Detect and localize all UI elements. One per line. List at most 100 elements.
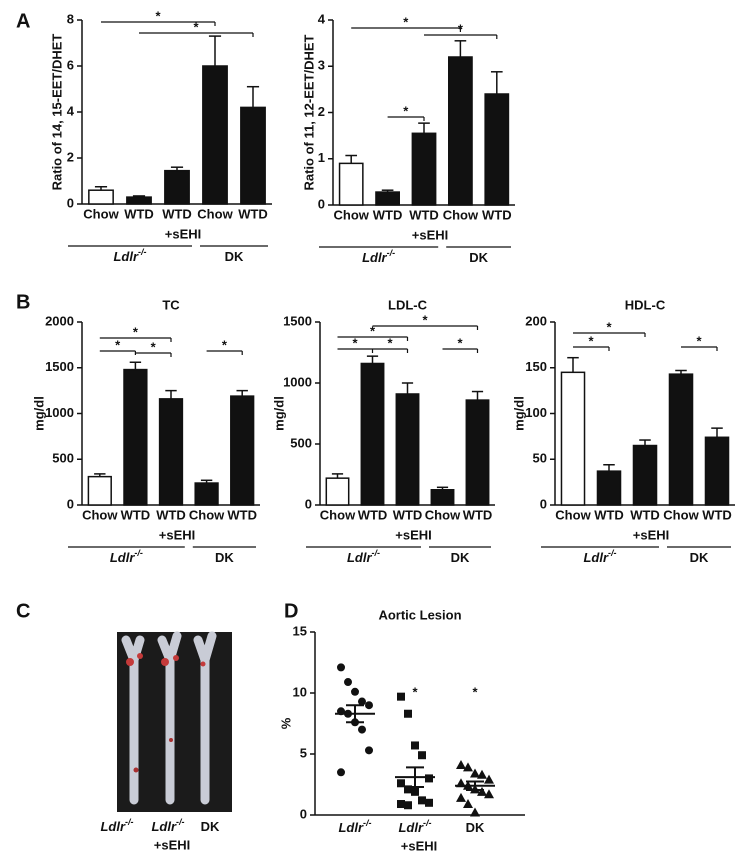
significance-label: * [472,684,478,699]
significance-label: * [387,335,393,350]
data-point [397,779,405,788]
category-label: Ldlr-/- [100,817,133,834]
y-axis-label: Ratio of 11, 12-EET/DHET [301,34,316,190]
x-tick-label: Chow [425,507,461,522]
data-point [358,725,366,734]
y-tick-label: 8 [67,11,74,26]
data-point [484,774,494,784]
y-tick-label: 2 [318,104,325,119]
x-tick-label: Chow [334,207,370,222]
y-tick-label: 0 [67,195,74,210]
label-text: Ldlr [583,550,608,565]
label-superscript: -/- [134,548,143,558]
label-superscript: -/- [138,247,147,257]
category-label: Ldlr-/- [362,248,395,265]
data-point [470,807,480,817]
bar [448,56,473,206]
category-label: Ldlr-/- [583,548,616,565]
bar [668,373,694,506]
x-tick-label: WTD [594,507,624,522]
x-tick-label: WTD [409,207,439,222]
label-text: DK [469,250,488,265]
bar [632,444,658,506]
y-tick-label: 10 [293,684,307,699]
bar [87,475,112,506]
y-tick-label: 4 [318,11,326,26]
x-tick-label: Chow [555,507,591,522]
x-tick-label: Chow [197,206,233,221]
data-point [425,798,433,807]
y-tick-label: 1500 [283,313,312,328]
data-point [470,768,480,778]
data-point [337,768,345,777]
data-point [418,796,426,805]
bar [395,393,420,506]
y-tick-label: 4 [67,103,75,118]
y-tick-label: 2000 [45,313,74,328]
category-label: Ldlr-/- [347,548,380,565]
x-tick-sublabel: +sEHI [633,527,670,542]
x-tick-label: Chow [83,206,119,221]
significance-label: * [457,335,463,350]
bar [560,371,586,506]
y-tick-label: 1000 [45,405,74,420]
chart-title: Aortic Lesion [378,607,461,622]
significance-label: * [133,324,139,339]
y-tick-label: 1000 [283,374,312,389]
data-point [404,785,412,794]
label-text: DK [690,550,709,565]
bar [596,470,622,506]
significance-label: * [588,333,594,348]
data-point [404,801,412,810]
significance-label: * [606,319,612,334]
x-tick-label: Chow [663,507,699,522]
data-point [456,792,466,802]
data-point [418,751,426,760]
bar [465,399,490,506]
data-point [477,786,487,796]
data-point [425,774,433,783]
y-tick-label: 0 [540,496,547,511]
x-tick-sublabel: +sEHI [159,527,196,542]
y-tick-label: 3 [318,58,325,73]
y-tick-label: 0 [318,196,325,211]
x-tick-label: WTD [124,206,154,221]
significance-label: * [403,14,409,29]
significance-label: * [151,339,157,354]
category-label: Ldlr-/- [113,247,146,264]
bar [430,489,455,506]
y-tick-label: 1 [318,150,325,165]
y-tick-label: 500 [290,435,312,450]
y-axis-label: mg/dl [271,396,286,431]
significance-label: * [193,19,199,34]
x-tick-label: WTD [702,507,732,522]
category-label: Ldlr-/- [338,818,371,835]
label-text: Ldlr [398,820,423,835]
category-label: Ldlr-/- [110,548,143,565]
label-text: DK [451,550,470,565]
bar [484,93,510,206]
x-tick-label: WTD [373,207,403,222]
label-text: DK [225,249,244,264]
panel-label: B [16,291,30,313]
label-text: Ldlr [110,550,135,565]
x-tick-sublabel: +sEHI [165,226,202,241]
significance-label: * [458,21,464,36]
chart-title: TC [162,297,180,312]
chart-title: LDL-C [388,297,428,312]
data-point [404,709,412,718]
x-tick-label: Chow [320,507,356,522]
x-tick-sublabel: +sEHI [395,527,432,542]
bar [360,362,385,506]
significance-label: * [696,333,702,348]
y-axis-label: Ratio of 14, 15-EET/DHET [49,34,64,191]
significance-label: * [403,103,409,118]
label-superscript: -/- [176,817,185,827]
significance-label: * [115,337,121,352]
bar [338,162,364,206]
y-tick-label: 50 [533,451,547,466]
bar [375,191,400,206]
label-superscript: -/- [387,248,396,258]
data-point [411,787,419,796]
